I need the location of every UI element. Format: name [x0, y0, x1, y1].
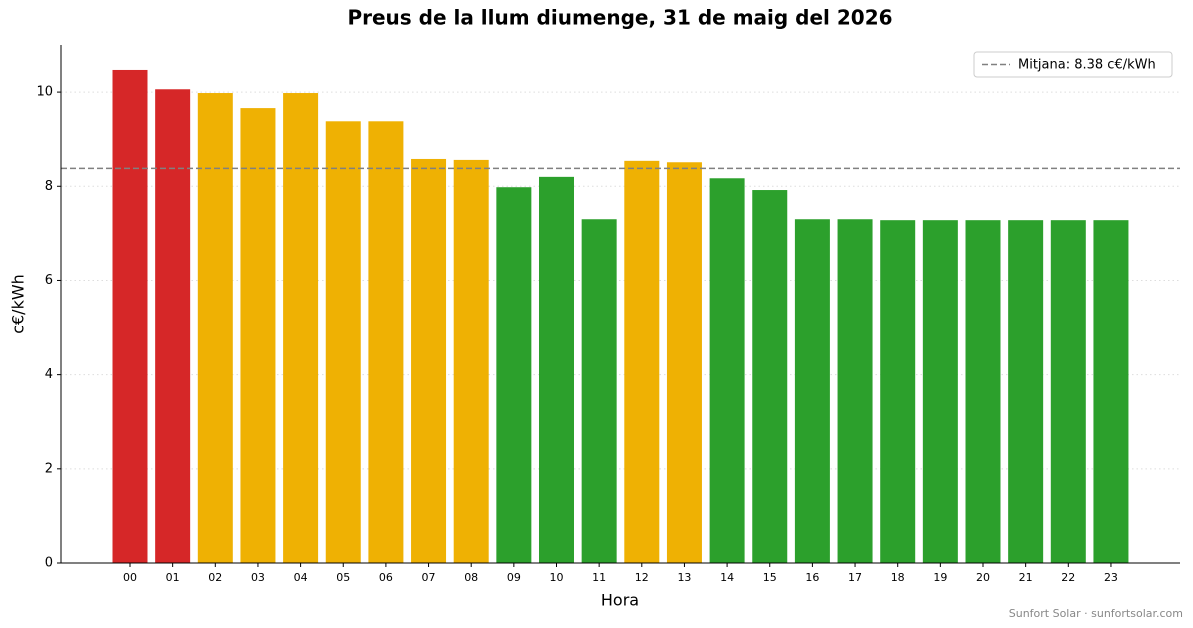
- bar: [197, 93, 233, 564]
- x-tick-label: 23: [1104, 571, 1118, 584]
- x-tick-label: 21: [1019, 571, 1033, 584]
- bar: [453, 159, 489, 563]
- x-tick-label: 12: [635, 571, 649, 584]
- bar: [624, 160, 660, 564]
- x-tick-label: 01: [166, 571, 180, 584]
- x-tick-label: 11: [592, 571, 606, 584]
- bar: [368, 121, 404, 564]
- y-tick-label: 4: [45, 367, 53, 382]
- x-tick-label: 08: [464, 571, 478, 584]
- bar: [880, 220, 916, 564]
- bar: [752, 190, 788, 564]
- bar: [1008, 220, 1044, 564]
- x-axis-label: Hora: [601, 591, 639, 610]
- x-tick-label: 06: [379, 571, 393, 584]
- y-tick-label: 8: [45, 179, 53, 194]
- x-tick-label: 09: [507, 571, 521, 584]
- y-tick-label: 2: [45, 461, 53, 476]
- x-tick-label: 20: [976, 571, 990, 584]
- bar: [581, 219, 617, 563]
- bar: [794, 219, 830, 563]
- bar: [837, 219, 873, 563]
- x-tick-label: 17: [848, 571, 862, 584]
- legend-box: [973, 51, 1173, 78]
- x-tick-label: 18: [891, 571, 905, 584]
- x-tick-label: 22: [1061, 571, 1075, 584]
- legend-label: Mitjana: 8.38 c€/kWh: [1018, 58, 1156, 73]
- bar: [112, 69, 148, 563]
- bar: [709, 178, 745, 563]
- y-tick-label: 10: [36, 85, 53, 100]
- footer: Sunfort Solar · sunfortsolar.com: [1009, 607, 1183, 620]
- x-tick-label: 16: [805, 571, 819, 584]
- x-tick-label: 14: [720, 571, 734, 584]
- bar: [1093, 220, 1129, 564]
- x-tick-label: 10: [550, 571, 564, 584]
- bar: [325, 121, 361, 564]
- x-tick-label: 15: [763, 571, 777, 584]
- x-tick-label: 19: [933, 571, 947, 584]
- bar: [283, 93, 319, 564]
- x-tick-label: 04: [294, 571, 308, 584]
- bar: [666, 162, 702, 564]
- x-tick-label: 02: [208, 571, 222, 584]
- chart-title: Preus de la llum diumenge, 31 de maig de…: [347, 6, 892, 30]
- bar: [411, 158, 447, 563]
- x-tick-label: 07: [422, 571, 436, 584]
- bar: [155, 89, 191, 564]
- bar: [539, 176, 574, 563]
- x-tick-label: 13: [677, 571, 691, 584]
- bar: [496, 187, 532, 563]
- bar: [1050, 220, 1086, 564]
- bar: [965, 220, 1001, 564]
- x-tick-label: 03: [251, 571, 265, 584]
- y-tick-label: 6: [45, 273, 53, 288]
- x-tick-label: 00: [123, 571, 137, 584]
- bar: [922, 220, 958, 564]
- x-tick-label: 05: [336, 571, 350, 584]
- y-tick-label: 0: [45, 556, 53, 571]
- bar: [240, 108, 276, 564]
- y-axis-label: c€/kWh: [9, 274, 28, 334]
